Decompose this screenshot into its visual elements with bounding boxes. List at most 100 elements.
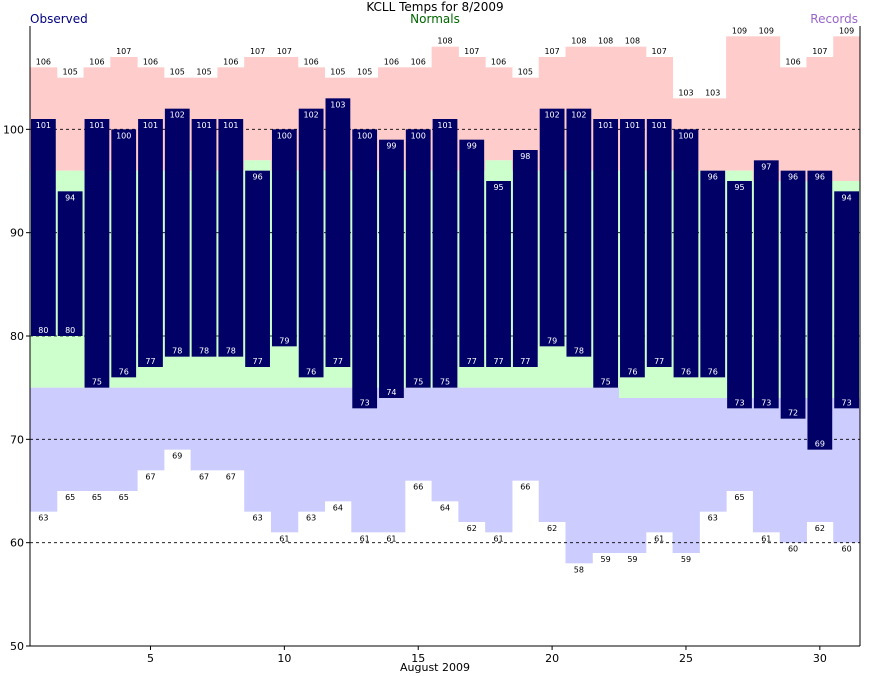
record-high-band — [244, 57, 272, 161]
record-high-band — [485, 67, 513, 161]
observed-bar — [727, 181, 752, 409]
record-low-band — [137, 387, 165, 471]
observed-bar — [700, 170, 726, 378]
record-low-band — [404, 387, 433, 481]
observed-low-label: 76 — [119, 367, 129, 376]
record-high-label: 106 — [785, 57, 800, 66]
observed-bar — [512, 150, 538, 367]
observed-high-label: 101 — [36, 121, 51, 130]
observed-bar — [111, 129, 137, 378]
observed-bar — [405, 129, 431, 388]
record-high-label: 107 — [812, 47, 827, 56]
observed-high-label: 101 — [223, 121, 238, 130]
record-low-band — [565, 387, 593, 564]
record-high-label: 106 — [36, 57, 51, 66]
observed-low-label: 75 — [601, 378, 611, 387]
x-axis-label: August 2009 — [400, 661, 470, 674]
observed-low-label: 77 — [252, 357, 262, 366]
record-high-band — [726, 36, 754, 171]
record-low-band — [592, 387, 620, 553]
observed-bar — [57, 191, 83, 336]
record-high-label: 107 — [116, 47, 131, 56]
observed-high-label: 100 — [116, 131, 131, 140]
record-low-label: 63 — [38, 514, 48, 523]
record-low-band — [779, 398, 807, 543]
observed-bar — [539, 108, 565, 347]
observed-low-label: 69 — [815, 440, 825, 449]
record-low-band — [378, 387, 406, 533]
observed-high-label: 101 — [625, 121, 640, 130]
record-high-label: 105 — [330, 68, 345, 77]
observed-low-label: 78 — [574, 347, 584, 356]
record-low-label: 61 — [279, 534, 289, 543]
x-tick-label: 30 — [813, 652, 827, 665]
observed-bar — [379, 139, 404, 398]
observed-high-label: 99 — [467, 142, 477, 151]
record-low-band — [30, 387, 58, 512]
record-high-label: 106 — [384, 57, 399, 66]
record-low-band — [511, 387, 540, 481]
observed-bar — [164, 108, 190, 357]
record-low-label: 60 — [788, 545, 798, 554]
record-low-band — [244, 387, 272, 512]
x-tick-label: 25 — [679, 652, 693, 665]
record-high-label: 109 — [759, 26, 774, 35]
observed-low-label: 74 — [386, 388, 396, 397]
legend-observed: Observed — [30, 12, 88, 26]
observed-high-label: 96 — [815, 173, 825, 182]
record-low-band — [619, 398, 647, 553]
record-high-label: 105 — [196, 68, 211, 77]
observed-high-label: 101 — [437, 121, 452, 130]
record-high-label: 107 — [464, 47, 479, 56]
record-low-band — [217, 387, 245, 471]
observed-bar — [834, 191, 859, 409]
observed-low-label: 77 — [145, 357, 155, 366]
observed-high-label: 94 — [842, 193, 852, 202]
observed-low-label: 73 — [734, 398, 744, 407]
record-high-band — [752, 36, 781, 182]
observed-low-label: 76 — [681, 367, 691, 376]
chart-title: KCLL Temps for 8/2009 — [366, 0, 504, 14]
record-high-band — [833, 36, 861, 182]
record-high-label: 105 — [518, 68, 533, 77]
observed-low-label: 77 — [520, 357, 530, 366]
observed-low-label: 76 — [708, 367, 718, 376]
observed-low-label: 75 — [92, 378, 102, 387]
record-low-band — [458, 387, 486, 522]
record-low-label: 67 — [226, 472, 236, 481]
observed-bar — [138, 119, 163, 367]
record-high-label: 105 — [357, 68, 372, 77]
observed-high-label: 97 — [761, 162, 771, 171]
record-low-label: 64 — [333, 503, 343, 512]
observed-low-label: 73 — [761, 398, 771, 407]
observed-low-label: 77 — [467, 357, 477, 366]
observed-bar — [459, 139, 485, 367]
record-low-band — [431, 387, 459, 502]
record-high-label: 109 — [732, 26, 747, 35]
record-low-label: 59 — [681, 555, 691, 564]
record-low-label: 65 — [734, 493, 744, 502]
record-high-label: 106 — [491, 57, 506, 66]
observed-high-label: 100 — [277, 131, 292, 140]
observed-high-label: 103 — [330, 100, 345, 109]
observed-high-label: 102 — [544, 111, 559, 120]
observed-high-label: 98 — [520, 152, 530, 161]
observed-high-label: 102 — [170, 111, 185, 120]
record-high-label: 106 — [303, 57, 318, 66]
record-high-band — [806, 57, 834, 181]
record-high-label: 106 — [223, 57, 238, 66]
record-low-label: 59 — [601, 555, 611, 564]
y-tick-label: 80 — [10, 330, 24, 343]
record-low-label: 59 — [627, 555, 637, 564]
record-high-label: 106 — [89, 57, 104, 66]
observed-high-label: 96 — [788, 173, 798, 182]
observed-low-label: 78 — [199, 347, 209, 356]
record-high-label: 106 — [143, 57, 158, 66]
observed-high-label: 95 — [493, 183, 503, 192]
observed-high-label: 102 — [571, 111, 586, 120]
record-low-band — [163, 387, 192, 450]
observed-high-label: 101 — [89, 121, 104, 130]
observed-bar — [432, 119, 458, 388]
observed-bar — [352, 129, 378, 409]
